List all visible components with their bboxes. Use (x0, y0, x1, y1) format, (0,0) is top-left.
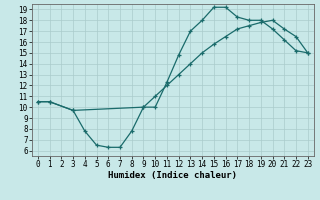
X-axis label: Humidex (Indice chaleur): Humidex (Indice chaleur) (108, 171, 237, 180)
